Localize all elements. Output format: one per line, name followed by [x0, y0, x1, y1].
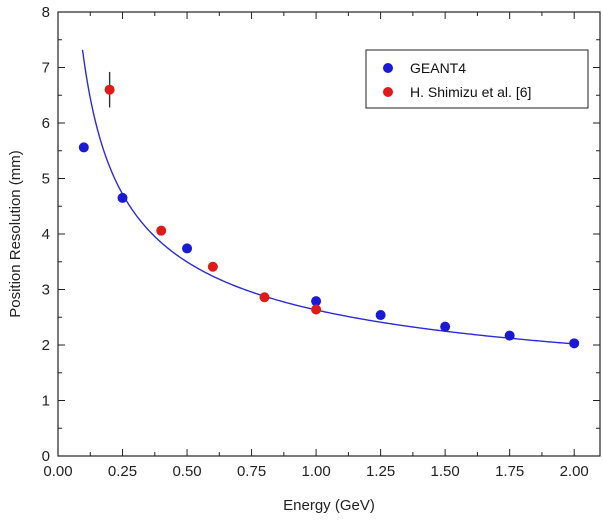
x-tick-label: 0.50: [172, 463, 201, 480]
legend-label: H. Shimizu et al. [6]: [410, 84, 531, 100]
y-tick-label: 2: [42, 337, 50, 354]
x-tick-label: 0.25: [108, 463, 137, 480]
y-tick-label: 8: [42, 4, 50, 21]
y-tick-label: 3: [42, 282, 50, 299]
fit-curve-line: [81, 49, 575, 345]
x-axis-title: Energy (GeV): [283, 497, 375, 514]
geant4-point: [182, 243, 193, 254]
shimizu-point: [104, 84, 115, 95]
shimizu-point: [311, 304, 322, 315]
y-tick-label: 0: [42, 448, 50, 465]
geant4-point: [117, 192, 128, 203]
shimizu-point: [156, 225, 167, 236]
y-tick-label: 7: [42, 60, 50, 77]
y-tick-label: 5: [42, 171, 50, 188]
legend-box: [365, 49, 589, 109]
legend: GEANT4 H. Shimizu et al. [6]: [365, 49, 589, 109]
geant4-point: [504, 330, 515, 341]
shimizu-point: [207, 261, 218, 272]
geant4-point: [311, 296, 322, 307]
axes: 0.00 0.25 0.50 0.75 1.00 1.25 1.50 1.75 2.00 0 1 2 3…: [42, 4, 600, 480]
y-tick-label: 4: [42, 226, 50, 243]
legend-label: GEANT4: [410, 60, 466, 76]
geant4-point: [569, 338, 580, 349]
x-tick-label: 1.75: [495, 463, 524, 480]
y-tick-label: 6: [42, 115, 50, 132]
x-tick-label: 0.75: [237, 463, 266, 480]
data-points-layer: [78, 71, 580, 349]
x-tick-label: 1.25: [366, 463, 395, 480]
geant4-point: [440, 321, 451, 332]
shimizu-point: [259, 292, 270, 303]
x-tick-label: 2.00: [560, 463, 589, 480]
x-tick-label: 0.00: [43, 463, 72, 480]
y-axis-title: Position Resolution (mm): [7, 150, 24, 318]
legend-marker: [383, 63, 393, 73]
fit-curve-layer: [81, 49, 575, 345]
geant4-point: [375, 310, 386, 321]
x-tick-label: 1.50: [431, 463, 460, 480]
geant4-point: [78, 142, 89, 153]
legend-marker: [383, 87, 393, 97]
y-tick-label: 1: [42, 393, 50, 410]
x-tick-label: 1.00: [301, 463, 330, 480]
